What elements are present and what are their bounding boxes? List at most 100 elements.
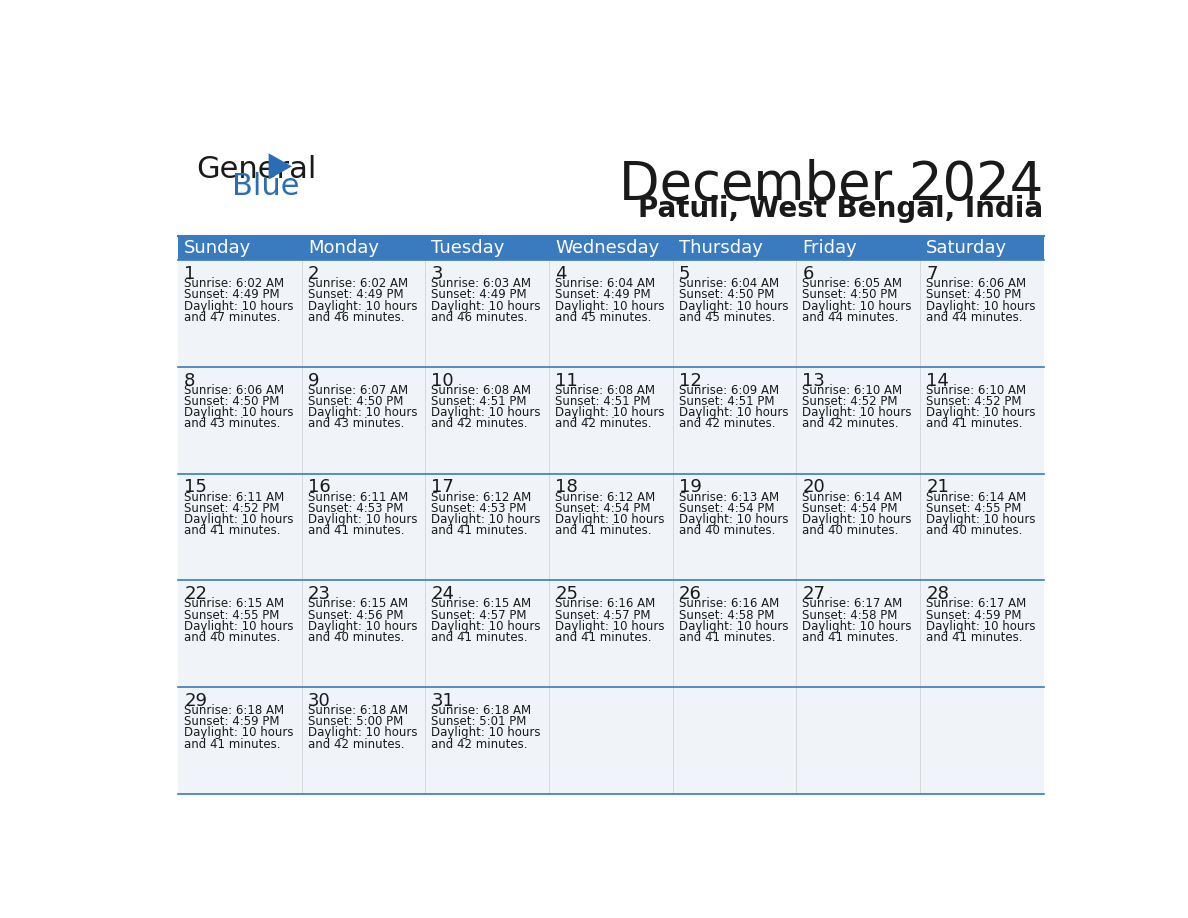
Text: 11: 11	[555, 372, 577, 389]
Text: and 42 minutes.: and 42 minutes.	[308, 738, 404, 751]
Text: Daylight: 10 hours: Daylight: 10 hours	[308, 620, 417, 633]
Text: Sunrise: 6:04 AM: Sunrise: 6:04 AM	[555, 277, 656, 290]
Text: Tuesday: Tuesday	[431, 239, 505, 257]
Text: Sunset: 4:49 PM: Sunset: 4:49 PM	[184, 288, 280, 301]
Text: and 46 minutes.: and 46 minutes.	[308, 311, 404, 324]
Text: Sunset: 4:52 PM: Sunset: 4:52 PM	[802, 395, 898, 409]
Bar	[178, 474, 1043, 580]
Text: Daylight: 10 hours: Daylight: 10 hours	[431, 620, 541, 633]
Text: 22: 22	[184, 585, 207, 603]
Text: Sunset: 4:57 PM: Sunset: 4:57 PM	[555, 609, 651, 621]
Text: General: General	[196, 155, 317, 184]
Text: Daylight: 10 hours: Daylight: 10 hours	[927, 513, 1036, 526]
Text: Sunrise: 6:11 AM: Sunrise: 6:11 AM	[184, 491, 284, 504]
Text: Sunset: 4:50 PM: Sunset: 4:50 PM	[184, 395, 279, 409]
Text: 8: 8	[184, 372, 196, 389]
Text: 18: 18	[555, 478, 577, 497]
Text: Sunset: 4:54 PM: Sunset: 4:54 PM	[802, 502, 898, 515]
Bar	[178, 580, 1043, 688]
Text: Daylight: 10 hours: Daylight: 10 hours	[927, 620, 1036, 633]
Text: Sunrise: 6:10 AM: Sunrise: 6:10 AM	[927, 384, 1026, 397]
Text: and 46 minutes.: and 46 minutes.	[431, 311, 527, 324]
Text: and 41 minutes.: and 41 minutes.	[431, 631, 527, 644]
Text: Sunset: 4:49 PM: Sunset: 4:49 PM	[431, 288, 527, 301]
Text: and 41 minutes.: and 41 minutes.	[184, 738, 280, 751]
Text: Daylight: 10 hours: Daylight: 10 hours	[555, 620, 664, 633]
Text: Sunrise: 6:06 AM: Sunrise: 6:06 AM	[184, 384, 284, 397]
Bar	[178, 261, 1043, 367]
Text: and 41 minutes.: and 41 minutes.	[184, 524, 280, 537]
Text: 2: 2	[308, 265, 320, 283]
Text: Blue: Blue	[232, 172, 299, 201]
Text: Sunrise: 6:06 AM: Sunrise: 6:06 AM	[927, 277, 1026, 290]
Text: Sunset: 4:49 PM: Sunset: 4:49 PM	[555, 288, 651, 301]
Text: Sunday: Sunday	[184, 239, 252, 257]
Text: Daylight: 10 hours: Daylight: 10 hours	[802, 299, 912, 313]
Text: Sunrise: 6:17 AM: Sunrise: 6:17 AM	[802, 598, 903, 610]
Text: and 40 minutes.: and 40 minutes.	[184, 631, 280, 644]
Text: Daylight: 10 hours: Daylight: 10 hours	[184, 513, 293, 526]
Text: Sunrise: 6:14 AM: Sunrise: 6:14 AM	[802, 491, 903, 504]
Text: and 41 minutes.: and 41 minutes.	[431, 524, 527, 537]
Text: and 41 minutes.: and 41 minutes.	[308, 524, 404, 537]
Text: and 42 minutes.: and 42 minutes.	[431, 418, 527, 431]
Text: Daylight: 10 hours: Daylight: 10 hours	[555, 407, 664, 420]
Text: 28: 28	[927, 585, 949, 603]
Text: Sunrise: 6:18 AM: Sunrise: 6:18 AM	[308, 704, 407, 717]
Text: 9: 9	[308, 372, 320, 389]
Text: Daylight: 10 hours: Daylight: 10 hours	[802, 620, 912, 633]
Text: Sunset: 4:52 PM: Sunset: 4:52 PM	[184, 502, 279, 515]
Text: 14: 14	[927, 372, 949, 389]
Text: Sunrise: 6:13 AM: Sunrise: 6:13 AM	[678, 491, 779, 504]
Text: Sunrise: 6:05 AM: Sunrise: 6:05 AM	[802, 277, 903, 290]
Text: 21: 21	[927, 478, 949, 497]
Text: and 41 minutes.: and 41 minutes.	[678, 631, 776, 644]
Text: and 43 minutes.: and 43 minutes.	[308, 418, 404, 431]
Text: Sunrise: 6:14 AM: Sunrise: 6:14 AM	[927, 491, 1026, 504]
Text: 24: 24	[431, 585, 455, 603]
Text: and 41 minutes.: and 41 minutes.	[927, 631, 1023, 644]
Text: 6: 6	[802, 265, 814, 283]
Text: Daylight: 10 hours: Daylight: 10 hours	[184, 407, 293, 420]
Text: Sunrise: 6:08 AM: Sunrise: 6:08 AM	[555, 384, 655, 397]
Text: Daylight: 10 hours: Daylight: 10 hours	[802, 513, 912, 526]
Text: Daylight: 10 hours: Daylight: 10 hours	[308, 726, 417, 740]
Text: Daylight: 10 hours: Daylight: 10 hours	[431, 407, 541, 420]
Text: Sunset: 4:59 PM: Sunset: 4:59 PM	[184, 715, 279, 728]
Text: Sunset: 4:51 PM: Sunset: 4:51 PM	[555, 395, 651, 409]
Text: Sunset: 4:53 PM: Sunset: 4:53 PM	[308, 502, 403, 515]
Text: Sunset: 4:50 PM: Sunset: 4:50 PM	[927, 288, 1022, 301]
Text: Sunset: 4:55 PM: Sunset: 4:55 PM	[927, 502, 1022, 515]
Text: and 40 minutes.: and 40 minutes.	[308, 631, 404, 644]
Text: 12: 12	[678, 372, 702, 389]
Text: 13: 13	[802, 372, 826, 389]
Text: Sunrise: 6:08 AM: Sunrise: 6:08 AM	[431, 384, 531, 397]
Text: 3: 3	[431, 265, 443, 283]
Text: Daylight: 10 hours: Daylight: 10 hours	[802, 407, 912, 420]
Text: Sunset: 4:54 PM: Sunset: 4:54 PM	[555, 502, 651, 515]
Text: Daylight: 10 hours: Daylight: 10 hours	[184, 620, 293, 633]
Text: Daylight: 10 hours: Daylight: 10 hours	[431, 299, 541, 313]
Text: Daylight: 10 hours: Daylight: 10 hours	[927, 299, 1036, 313]
Text: Daylight: 10 hours: Daylight: 10 hours	[678, 407, 789, 420]
Text: and 42 minutes.: and 42 minutes.	[555, 418, 652, 431]
Text: Daylight: 10 hours: Daylight: 10 hours	[308, 407, 417, 420]
Text: Sunset: 4:55 PM: Sunset: 4:55 PM	[184, 609, 279, 621]
Text: and 43 minutes.: and 43 minutes.	[184, 418, 280, 431]
Text: Sunrise: 6:09 AM: Sunrise: 6:09 AM	[678, 384, 779, 397]
Text: 27: 27	[802, 585, 826, 603]
Text: Sunset: 4:50 PM: Sunset: 4:50 PM	[308, 395, 403, 409]
Text: Sunset: 4:56 PM: Sunset: 4:56 PM	[308, 609, 403, 621]
Text: Patuli, West Bengal, India: Patuli, West Bengal, India	[638, 195, 1043, 223]
Text: Sunrise: 6:15 AM: Sunrise: 6:15 AM	[308, 598, 407, 610]
Text: Sunset: 4:59 PM: Sunset: 4:59 PM	[927, 609, 1022, 621]
Text: Daylight: 10 hours: Daylight: 10 hours	[555, 299, 664, 313]
Polygon shape	[268, 153, 292, 179]
Text: Sunset: 4:50 PM: Sunset: 4:50 PM	[678, 288, 775, 301]
Text: 4: 4	[555, 265, 567, 283]
Text: Wednesday: Wednesday	[555, 239, 659, 257]
Text: Thursday: Thursday	[678, 239, 763, 257]
Text: Sunrise: 6:02 AM: Sunrise: 6:02 AM	[308, 277, 407, 290]
Text: Sunset: 4:54 PM: Sunset: 4:54 PM	[678, 502, 775, 515]
Text: 5: 5	[678, 265, 690, 283]
